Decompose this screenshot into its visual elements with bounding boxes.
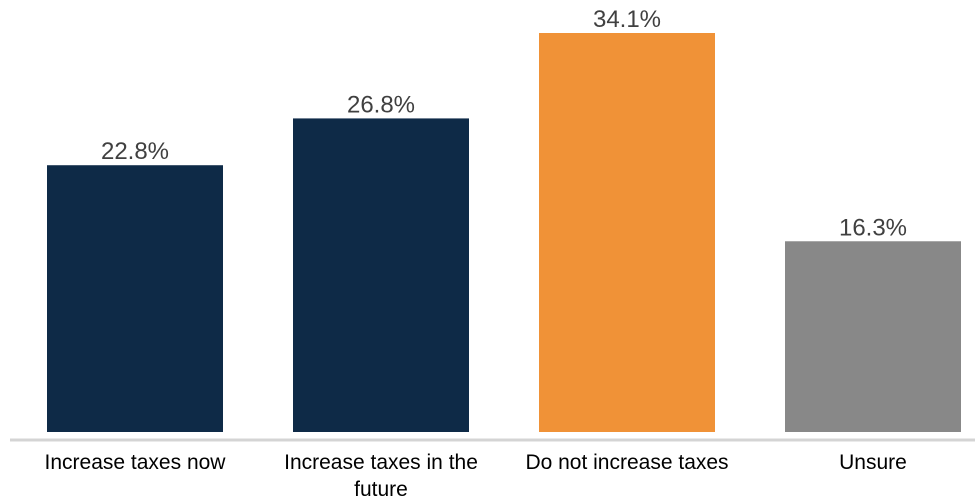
bar-3 <box>785 241 961 432</box>
bar-value-label-3: 16.3% <box>839 214 907 241</box>
category-labels-group: Increase taxes now Increase taxes in the f… <box>45 451 907 499</box>
bar-value-label-1: 26.8% <box>347 91 415 118</box>
bar-value-label-0: 22.8% <box>101 138 169 165</box>
category-label-2: Do not increase taxes <box>525 451 728 474</box>
category-label-1-line-1: future <box>354 478 408 499</box>
value-labels-group: 22.8% 26.8% 34.1% 16.3% <box>101 6 907 241</box>
category-label-0: Increase taxes now <box>45 451 227 474</box>
bars-group <box>47 33 961 433</box>
bar-1 <box>293 118 469 433</box>
category-label-1-line-0: Increase taxes in the <box>284 451 478 474</box>
bar-0 <box>47 165 223 432</box>
category-label-3: Unsure <box>839 451 907 474</box>
bar-value-label-2: 34.1% <box>593 6 661 33</box>
bar-2 <box>539 33 715 432</box>
